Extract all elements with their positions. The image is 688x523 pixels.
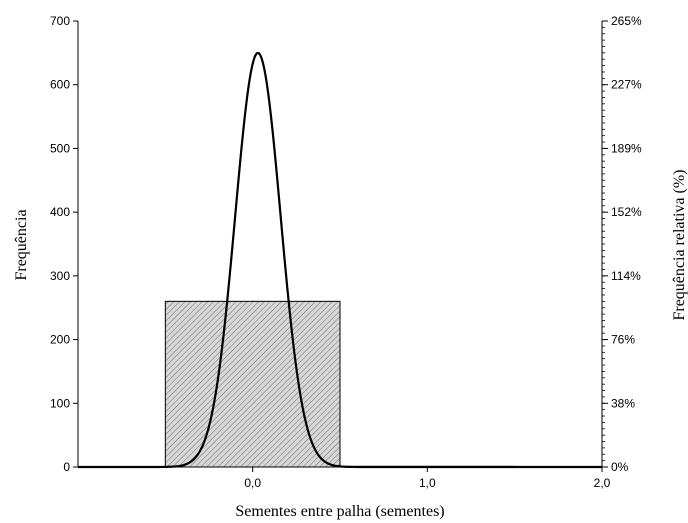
y-tick-label: 600 [50,78,70,92]
histogram-bar-0 [164,300,341,468]
x-tick-label: 1,0 [419,476,436,490]
y2-tick-label: 227% [611,78,642,92]
x-tick-label: 2,0 [594,476,611,490]
y-tick-label: 500 [50,141,70,155]
labels-layer: 0 100 200 300 400 500 600 700 0% 38% 76% 114% 152% 18… [50,14,642,490]
y-tick-label: 200 [50,333,70,347]
x-axis-title: Sementes entre palha (sementes) [235,503,444,520]
y2-tick-label: 189% [611,141,642,155]
y-tick-label: 300 [50,269,70,283]
axes-layer [73,20,608,472]
y-tick-label: 700 [50,14,70,28]
y2-tick-label: 76% [611,333,635,347]
y2-axis-title: Frequência relativa (%) [671,169,688,320]
y-tick-label: 0 [63,460,70,474]
x-tick-label: 0,0 [244,476,261,490]
y2-tick-label: 265% [611,14,642,28]
y-axis-title: Frequência [13,209,30,280]
y2-tick-label: 152% [611,205,642,219]
y-tick-label: 100 [50,396,70,410]
y2-tick-label: 114% [611,269,641,283]
y2-tick-label: 0% [611,460,629,474]
y-tick-label: 400 [50,205,70,219]
y2-tick-label: 38% [611,396,635,410]
